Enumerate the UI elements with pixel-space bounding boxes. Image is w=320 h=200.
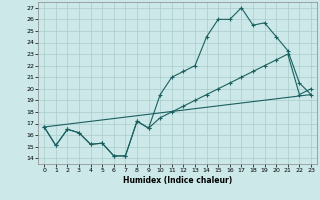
X-axis label: Humidex (Indice chaleur): Humidex (Indice chaleur)	[123, 176, 232, 185]
